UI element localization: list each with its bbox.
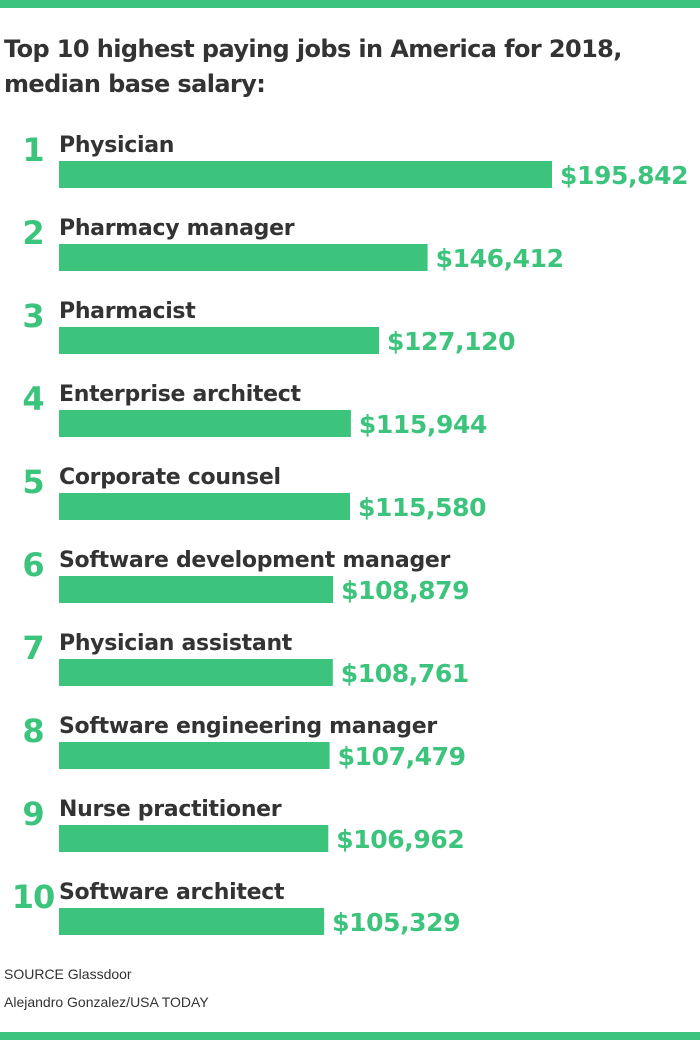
value-label: $127,120 [387,327,515,356]
bar-row: 6 Software development manager $108,879 [22,546,469,605]
rank-label: 9 [22,795,43,833]
source-note: SOURCE Glassdoor [4,966,132,982]
bar [59,161,552,188]
value-label: $105,329 [332,908,460,937]
bottom-accent-rule [0,1032,700,1040]
bar [59,244,428,271]
category-label: Pharmacist [59,299,196,324]
rank-label: 4 [22,380,43,418]
bar-row: 7 Physician assistant $108,761 [22,629,469,688]
category-label: Software engineering manager [59,714,437,739]
bar-row: 1 Physician $195,842 [22,131,688,190]
top-accent-rule [0,0,700,8]
category-label: Physician assistant [59,631,293,656]
category-label: Enterprise architect [59,382,302,407]
bar-row: 9 Nurse practitioner $106,962 [22,795,464,854]
category-label: Pharmacy manager [59,216,295,241]
credit-note: Alejandro Gonzalez/USA TODAY [4,994,209,1010]
rank-label: 2 [22,214,43,252]
bar [59,493,350,520]
chart-title-line-2: median base salary: [4,70,266,98]
value-label: $108,879 [341,576,469,605]
bar-row: 5 Corporate counsel $115,580 [22,463,486,522]
rank-label: 1 [22,131,43,169]
rank-label: 3 [22,297,43,335]
rank-label: 6 [22,546,43,584]
value-label: $115,944 [359,410,487,439]
rank-label: 7 [22,629,43,667]
bar [59,742,330,769]
rank-label: 5 [22,463,43,501]
chart-title: Top 10 highest paying jobs in America fo… [4,32,700,102]
category-label: Physician [59,133,174,158]
category-label: Software development manager [59,548,451,573]
bar [59,576,334,603]
bar [59,908,325,935]
rank-label: 10 [12,878,55,916]
bar-row: 8 Software engineering manager $107,479 [22,712,466,771]
bar [59,825,329,852]
bar-row: 2 Pharmacy manager $146,412 [22,214,564,273]
value-label: $108,761 [341,659,469,688]
category-label: Nurse practitioner [59,797,282,822]
rank-label: 8 [22,712,43,750]
value-label: $115,580 [358,493,486,522]
category-label: Software architect [59,880,285,905]
bar [59,327,379,354]
value-label: $106,962 [336,825,464,854]
bar [59,659,333,686]
bar-row: 10 Software architect $105,329 [12,878,461,937]
value-label: $195,842 [560,161,688,190]
category-label: Corporate counsel [59,465,281,490]
bar-row: 4 Enterprise architect $115,944 [22,380,487,439]
value-label: $107,479 [338,742,466,771]
bar [59,410,351,437]
bar-row: 3 Pharmacist $127,120 [22,297,515,356]
value-label: $146,412 [436,244,564,273]
chart-title-line-1: Top 10 highest paying jobs in America fo… [4,35,622,63]
